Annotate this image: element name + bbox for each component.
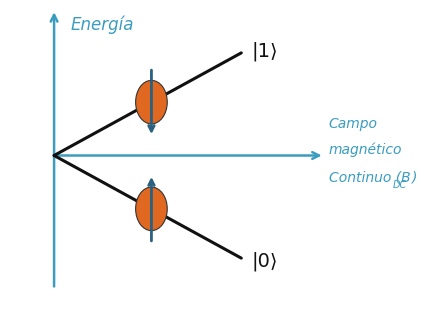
Text: magnético: magnético — [329, 142, 402, 156]
Text: Energía: Energía — [71, 16, 134, 34]
Text: DC: DC — [393, 180, 407, 190]
Text: |1⟩: |1⟩ — [252, 42, 278, 61]
Ellipse shape — [136, 80, 167, 124]
Text: |0⟩: |0⟩ — [252, 252, 278, 271]
Ellipse shape — [136, 187, 167, 231]
Text: Continuo (B: Continuo (B — [329, 170, 410, 184]
Text: ): ) — [412, 170, 417, 184]
Text: Campo: Campo — [329, 117, 377, 132]
